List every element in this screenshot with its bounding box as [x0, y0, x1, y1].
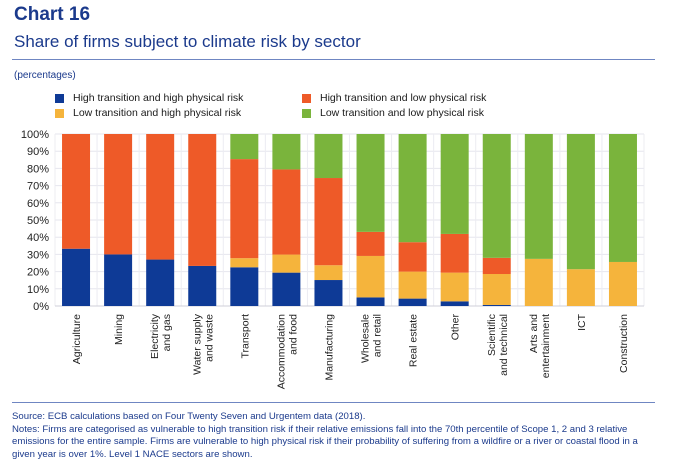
bar-segment: [314, 134, 343, 179]
bar-segment: [398, 242, 427, 272]
footer-divider: [12, 402, 655, 403]
x-tick-label: and waste: [203, 314, 215, 362]
bar-segment: [482, 257, 511, 275]
bar-segment: [440, 134, 469, 234]
y-tick-label: 60%: [27, 198, 49, 210]
bar-segment: [440, 233, 469, 273]
x-tick-label: entertainment: [540, 314, 552, 378]
y-tick-label: 80%: [27, 163, 49, 175]
legend-item-low-low: Low transition and low physical risk: [302, 107, 484, 119]
x-tick-label: Mining: [113, 314, 125, 345]
x-tick-label: Agriculture: [71, 314, 83, 364]
bar-segment: [146, 134, 175, 260]
legend-swatch: [55, 93, 64, 103]
bar-segment: [272, 272, 301, 306]
gridlines: [54, 133, 645, 307]
legend-swatch: [55, 108, 64, 118]
x-tick-label: and retail: [372, 314, 384, 357]
bar-segment: [440, 272, 469, 302]
y-axis-ticks: 0% 10% 20% 30% 40% 50% 60% 70% 80% 90% 100%: [21, 129, 49, 313]
bar-segment: [62, 134, 91, 249]
bars: [62, 134, 637, 306]
x-tick-label: Transport: [239, 314, 251, 359]
bar-segment: [356, 297, 385, 306]
y-tick-label: 20%: [27, 267, 49, 279]
bar-segment: [356, 231, 385, 256]
x-tick-label: Construction: [618, 314, 630, 373]
y-tick-label: 50%: [27, 215, 49, 227]
bar-segment: [314, 280, 343, 306]
bar-segment: [356, 255, 385, 298]
bar-segment: [230, 134, 259, 160]
legend-label: Low transition and high physical risk: [73, 107, 242, 119]
x-tick-label: Arts and: [528, 314, 540, 353]
x-axis-labels: Agriculture Mining Electricity and gas Water…: [71, 313, 630, 389]
x-tick-label: Accommodation: [275, 314, 287, 389]
bar-segment: [398, 134, 427, 243]
bar-segment: [104, 254, 133, 306]
x-tick-label: Other: [450, 314, 462, 341]
bar-segment: [482, 274, 511, 305]
y-tick-label: 100%: [21, 129, 49, 141]
bar-segment: [230, 267, 259, 306]
x-tick-label: Real estate: [408, 314, 420, 367]
legend-label: High transition and low physical risk: [320, 92, 487, 104]
bar-segment: [566, 269, 595, 306]
x-tick-label: and food: [287, 314, 299, 355]
x-tick-label: ICT: [576, 313, 588, 331]
units-label: (percentages): [14, 70, 76, 81]
bar-segment: [398, 298, 427, 306]
y-tick-label: 0%: [33, 301, 49, 313]
y-tick-label: 40%: [27, 232, 49, 244]
legend-item-high-high: High transition and high physical risk: [55, 92, 243, 104]
x-tick-label: Electricity: [149, 313, 161, 359]
y-tick-label: 30%: [27, 249, 49, 261]
bar-segment: [314, 265, 343, 281]
bar-segment: [566, 134, 595, 270]
title-divider: [12, 59, 655, 60]
bar-segment: [608, 134, 637, 262]
bar-segment: [440, 301, 469, 306]
bar-segment: [272, 134, 301, 170]
bar-segment: [272, 169, 301, 255]
bar-segment: [608, 261, 637, 306]
stacked-bar-chart: 0% 10% 20% 30% 40% 50% 60% 70% 80% 90% 100% Agricu…: [21, 129, 645, 389]
bar-segment: [272, 254, 301, 273]
bar-segment: [524, 258, 553, 306]
bar-segment: [188, 134, 217, 266]
y-tick-label: 10%: [27, 284, 49, 296]
legend-item-high-low: High transition and low physical risk: [302, 92, 486, 104]
notes: Notes: Firms are categorised as vulnerab…: [12, 423, 638, 460]
x-tick-label: and gas: [161, 314, 173, 351]
bar-segment: [398, 271, 427, 299]
bar-segment: [230, 258, 259, 268]
legend-label: High transition and high physical risk: [73, 92, 244, 104]
legend-swatch: [302, 93, 311, 103]
bar-segment: [524, 134, 553, 259]
legend-label: Low transition and low physical risk: [320, 107, 484, 119]
bar-segment: [482, 304, 511, 306]
bar-segment: [146, 259, 175, 306]
bar-segment: [62, 248, 91, 306]
x-tick-label: Wholesale: [360, 314, 372, 363]
bar-segment: [482, 134, 511, 258]
x-tick-label: and technical: [498, 314, 510, 376]
x-tick-label: Manufacturing: [323, 314, 335, 381]
source-note: Source: ECB calculations based on Four T…: [12, 411, 366, 422]
x-tick-label: Water supply: [191, 313, 203, 375]
bar-segment: [314, 178, 343, 266]
bar-segment: [104, 134, 133, 255]
y-tick-label: 90%: [27, 146, 49, 158]
legend-item-low-high: Low transition and high physical risk: [55, 107, 241, 119]
chart-number: Chart 16: [14, 4, 91, 25]
y-tick-label: 70%: [27, 181, 49, 193]
bar-segment: [230, 159, 259, 259]
bar-segment: [188, 265, 217, 306]
bar-segment: [356, 134, 385, 232]
x-tick-label: Scientific: [486, 314, 498, 356]
chart-title: Share of firms subject to climate risk b…: [14, 32, 361, 51]
legend-swatch: [302, 108, 311, 118]
